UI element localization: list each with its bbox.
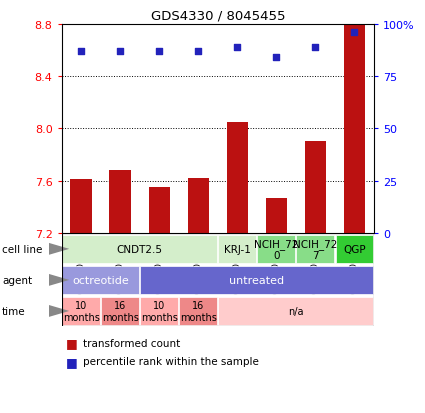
Bar (140, 266, 374, 294)
Polygon shape (49, 243, 69, 255)
Text: 10
months: 10 months (63, 300, 99, 322)
Text: octreotide: octreotide (72, 275, 129, 285)
Polygon shape (49, 305, 69, 317)
Bar (297, 235, 334, 263)
Text: CNDT2.5: CNDT2.5 (117, 244, 163, 254)
Text: n/a: n/a (288, 306, 303, 316)
Text: 10
months: 10 months (141, 300, 178, 322)
Point (117, 49, 124, 55)
Title: GDS4330 / 8045455: GDS4330 / 8045455 (150, 9, 285, 22)
Bar (62, 266, 139, 294)
Bar (258, 235, 295, 263)
Bar (62, 297, 100, 325)
Bar (179, 297, 217, 325)
Text: KRJ-1: KRJ-1 (224, 244, 251, 254)
Bar (101, 297, 139, 325)
Point (351, 30, 358, 36)
Polygon shape (49, 274, 69, 286)
Text: 16
months: 16 months (180, 300, 217, 322)
Text: ■: ■ (66, 336, 78, 349)
Text: percentile rank within the sample: percentile rank within the sample (83, 356, 259, 366)
Bar (62, 235, 217, 263)
Bar (148, 188, 170, 233)
Bar (71, 180, 92, 233)
Text: agent: agent (2, 275, 32, 285)
Text: time: time (2, 306, 26, 316)
Bar (266, 198, 287, 233)
Point (273, 55, 280, 62)
Bar (305, 142, 326, 233)
Text: transformed count: transformed count (83, 338, 180, 348)
Text: cell line: cell line (2, 244, 42, 254)
Point (195, 49, 202, 55)
Point (78, 49, 85, 55)
Text: ■: ■ (66, 355, 78, 368)
Text: 16
months: 16 months (102, 300, 139, 322)
Bar (110, 171, 131, 233)
Bar (218, 235, 256, 263)
Bar (336, 235, 374, 263)
Bar (344, 25, 365, 233)
Bar (218, 297, 374, 325)
Text: untreated: untreated (230, 275, 284, 285)
Text: NCIH_72
7: NCIH_72 7 (293, 238, 337, 261)
Point (312, 45, 319, 51)
Text: NCIH_72
0: NCIH_72 0 (254, 238, 299, 261)
Bar (227, 123, 248, 233)
Bar (140, 297, 178, 325)
Point (156, 49, 163, 55)
Bar (187, 178, 209, 233)
Text: QGP: QGP (343, 244, 366, 254)
Point (234, 45, 241, 51)
